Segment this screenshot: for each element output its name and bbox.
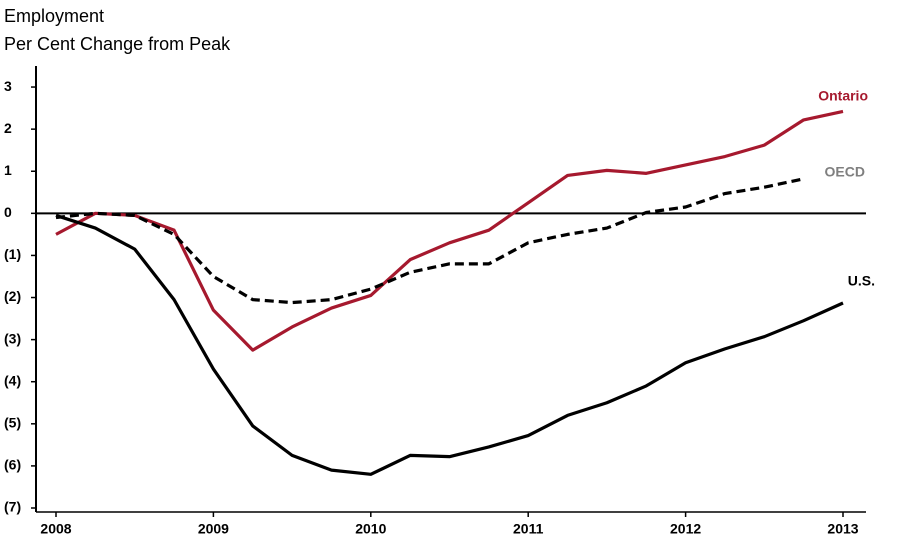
y-tick-label: 1 (4, 162, 12, 178)
y-tick-label: (4) (4, 372, 21, 388)
series-line (55, 213, 844, 476)
y-tick-label: (1) (4, 246, 21, 262)
y-tick-label: (3) (4, 330, 21, 346)
series-label: OECD (825, 164, 865, 180)
y-tick-label: 2 (4, 120, 12, 136)
y-tick-label: (5) (4, 415, 21, 431)
chart-subtitle: Per Cent Change from Peak (4, 34, 231, 54)
x-tick-label: 2009 (198, 521, 229, 537)
series-line (55, 177, 804, 305)
x-tick-label: 2011 (513, 521, 544, 537)
y-tick-label: (7) (4, 499, 21, 515)
y-tick-label: 0 (4, 204, 12, 220)
y-tick-label: (2) (4, 288, 21, 304)
series-label: Ontario (818, 88, 868, 104)
x-tick-label: 2008 (40, 521, 71, 537)
series-line (55, 109, 844, 352)
x-tick-label: 2010 (355, 521, 386, 537)
series-label: U.S. (848, 273, 875, 289)
y-tick-label: (6) (4, 457, 21, 473)
y-tick-label: 3 (4, 78, 12, 94)
x-tick-label: 2013 (827, 521, 858, 537)
chart-title: Employment (4, 6, 104, 26)
x-tick-label: 2012 (670, 521, 701, 537)
